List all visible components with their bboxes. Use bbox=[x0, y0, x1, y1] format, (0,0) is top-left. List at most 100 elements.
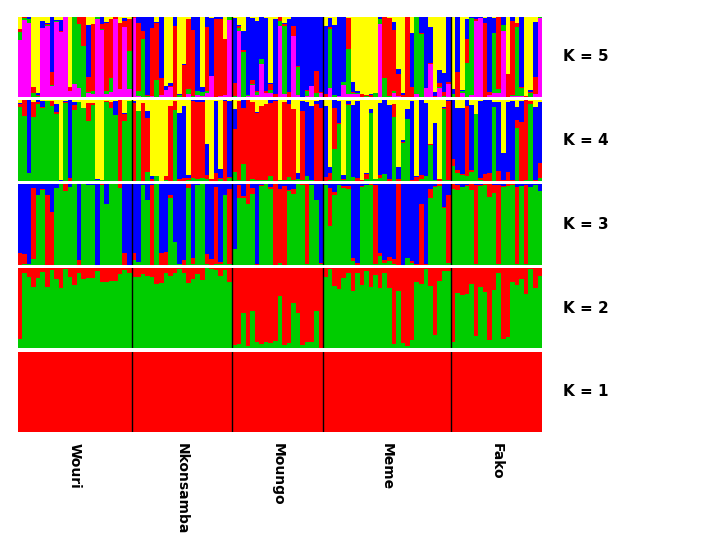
Bar bbox=[150, 268, 154, 278]
Bar bbox=[163, 90, 168, 97]
Bar bbox=[469, 352, 474, 432]
Bar bbox=[200, 268, 205, 280]
Bar bbox=[36, 268, 40, 278]
Bar bbox=[474, 19, 478, 20]
Bar bbox=[118, 23, 122, 89]
Bar bbox=[446, 84, 451, 97]
Bar bbox=[455, 100, 460, 108]
Bar bbox=[196, 184, 200, 265]
Bar bbox=[433, 187, 437, 265]
Bar bbox=[82, 109, 86, 181]
Bar bbox=[287, 104, 291, 177]
Bar bbox=[191, 352, 196, 432]
Bar bbox=[351, 352, 355, 432]
Bar bbox=[520, 268, 524, 279]
Bar bbox=[433, 335, 437, 348]
Bar bbox=[182, 17, 187, 64]
Bar bbox=[259, 186, 264, 265]
Bar bbox=[277, 268, 282, 296]
Bar bbox=[227, 184, 232, 189]
Bar bbox=[492, 18, 496, 33]
Bar bbox=[424, 269, 428, 348]
Bar bbox=[483, 352, 487, 432]
Bar bbox=[40, 107, 45, 181]
Bar bbox=[86, 100, 91, 102]
Bar bbox=[419, 175, 424, 179]
Bar bbox=[319, 17, 323, 91]
Bar bbox=[424, 100, 428, 103]
Bar bbox=[460, 173, 465, 176]
Bar bbox=[510, 96, 515, 97]
Bar bbox=[232, 18, 237, 83]
Bar bbox=[218, 352, 223, 432]
Bar bbox=[451, 184, 455, 189]
Bar bbox=[533, 352, 538, 432]
Bar bbox=[396, 100, 401, 167]
Bar bbox=[501, 179, 505, 181]
Bar bbox=[369, 113, 373, 181]
Bar bbox=[45, 287, 49, 348]
Bar bbox=[122, 27, 127, 97]
Bar bbox=[264, 17, 268, 18]
Bar bbox=[319, 184, 323, 263]
Bar bbox=[22, 100, 27, 116]
Bar bbox=[159, 352, 163, 432]
Bar bbox=[132, 18, 136, 97]
Bar bbox=[328, 268, 332, 269]
Bar bbox=[351, 258, 355, 261]
Bar bbox=[54, 188, 58, 265]
Bar bbox=[214, 184, 218, 187]
Bar bbox=[428, 198, 433, 265]
Bar bbox=[492, 290, 496, 348]
Bar bbox=[305, 96, 310, 97]
Bar bbox=[496, 184, 501, 264]
Bar bbox=[214, 264, 218, 265]
Bar bbox=[341, 83, 346, 85]
Bar bbox=[237, 268, 241, 345]
Bar bbox=[118, 89, 122, 97]
Bar bbox=[538, 101, 542, 163]
Bar bbox=[104, 268, 109, 283]
Bar bbox=[86, 121, 91, 181]
Bar bbox=[441, 96, 446, 97]
Bar bbox=[246, 96, 250, 97]
Bar bbox=[505, 172, 510, 181]
Bar bbox=[136, 261, 141, 263]
Bar bbox=[373, 179, 378, 181]
Bar bbox=[58, 17, 63, 20]
Bar bbox=[369, 268, 373, 288]
Bar bbox=[237, 26, 241, 28]
Bar bbox=[27, 23, 31, 97]
Bar bbox=[100, 184, 104, 265]
Bar bbox=[460, 176, 465, 181]
Text: K = 2: K = 2 bbox=[563, 301, 609, 316]
Bar bbox=[501, 268, 505, 340]
Bar bbox=[529, 184, 533, 187]
Bar bbox=[91, 103, 95, 105]
Bar bbox=[63, 184, 68, 191]
Bar bbox=[319, 100, 323, 108]
Bar bbox=[465, 106, 469, 176]
Bar bbox=[328, 88, 332, 97]
Bar bbox=[487, 197, 492, 265]
Bar bbox=[538, 18, 542, 97]
Bar bbox=[364, 17, 369, 95]
Bar bbox=[136, 352, 141, 432]
Bar bbox=[122, 184, 127, 253]
Bar bbox=[232, 268, 237, 345]
Bar bbox=[200, 184, 205, 265]
Bar bbox=[305, 352, 310, 432]
Bar bbox=[77, 17, 82, 24]
Bar bbox=[196, 274, 200, 348]
Bar bbox=[396, 268, 401, 291]
Bar bbox=[209, 18, 214, 76]
Bar bbox=[68, 178, 73, 181]
Bar bbox=[401, 140, 406, 142]
Bar bbox=[68, 268, 73, 277]
Bar bbox=[127, 273, 132, 348]
Bar bbox=[310, 100, 314, 106]
Bar bbox=[415, 184, 419, 264]
Bar bbox=[109, 281, 113, 348]
Bar bbox=[187, 89, 191, 94]
Bar bbox=[172, 26, 177, 97]
